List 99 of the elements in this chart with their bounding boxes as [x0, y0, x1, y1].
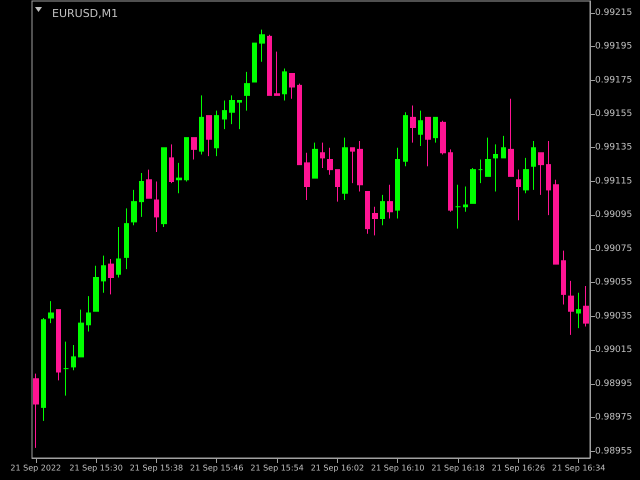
candlestick	[206, 115, 212, 157]
candlestick	[259, 29, 265, 62]
candlestick	[237, 100, 242, 130]
candlestick	[372, 206, 378, 236]
candlestick	[493, 144, 498, 192]
candlestick	[78, 309, 84, 358]
y-tick-label: 0.99075	[595, 244, 632, 254]
candlestick	[448, 148, 453, 212]
y-tick-label: 0.99035	[595, 311, 632, 322]
candlestick	[327, 147, 333, 176]
candlestick	[146, 169, 152, 199]
candlestick	[463, 186, 468, 212]
x-tick-label: 21 Sep 15:30	[69, 464, 123, 472]
candlestick	[304, 152, 310, 200]
candlestick	[124, 208, 129, 270]
candlestick	[418, 110, 423, 147]
candlestick	[93, 265, 99, 312]
x-tick-label: 21 Sep 16:26	[492, 464, 546, 472]
x-tick-label: 21 Sep 16:02	[310, 464, 364, 472]
candlestick	[568, 280, 574, 336]
candlestick	[41, 318, 46, 422]
y-tick-label: 0.99135	[595, 142, 632, 153]
x-tick-label: 21 Sep 2022	[10, 464, 62, 472]
candlestick	[169, 144, 174, 184]
candlestick	[282, 68, 287, 101]
y-tick-label: 0.99215	[595, 8, 632, 18]
y-tick-label: 0.98975	[595, 412, 632, 423]
candlestick	[478, 159, 483, 184]
y-tick-label: 0.99055	[595, 278, 632, 288]
candlestick	[222, 100, 227, 130]
candlestick	[440, 120, 446, 155]
candlestick	[410, 105, 416, 144]
x-tick-label: 21 Sep 16:18	[431, 464, 485, 472]
candlestick	[214, 110, 219, 157]
x-tick-label: 21 Sep 16:34	[552, 464, 606, 472]
candlestick	[561, 250, 566, 306]
candlestick	[470, 167, 476, 204]
candlestick	[583, 285, 589, 327]
y-tick-label: 0.99155	[595, 108, 632, 119]
candlestick	[357, 140, 363, 192]
candlestick	[229, 94, 235, 125]
candlestick	[154, 180, 159, 233]
candlestick	[101, 255, 106, 294]
candlestick	[108, 258, 114, 295]
candlestick	[320, 142, 325, 168]
candlestick	[297, 83, 302, 166]
y-tick-label: 0.99175	[595, 75, 632, 86]
candlestick	[289, 73, 295, 100]
candlestick	[553, 179, 559, 265]
y-tick-label: 0.98995	[595, 378, 632, 389]
text: EURUSD,M1	[52, 7, 118, 20]
candlestick	[523, 157, 529, 194]
candlestick	[48, 300, 54, 324]
candlestick	[576, 292, 581, 329]
candlestick	[387, 184, 393, 220]
candlestick	[199, 94, 204, 155]
x-tick-label: 21 Sep 16:10	[371, 464, 424, 472]
candlestick	[342, 137, 348, 200]
candlestick	[161, 147, 167, 228]
candlestick	[244, 71, 250, 112]
candlestick	[267, 34, 272, 96]
candlestick	[116, 226, 121, 278]
x-tick-label: 21 Sep 15:54	[250, 464, 304, 472]
candlestick	[252, 42, 257, 82]
candlestick	[191, 137, 197, 160]
candlestick	[33, 373, 39, 448]
candlestick	[538, 152, 544, 196]
candlestick	[508, 98, 514, 177]
candlestick	[350, 147, 355, 184]
candlestick	[425, 116, 431, 167]
candlestick	[380, 194, 385, 226]
y-tick-label: 0.99115	[595, 176, 632, 186]
y-tick-label: 0.98955	[595, 446, 632, 456]
candlestick	[531, 140, 536, 190]
candlestick	[485, 137, 491, 177]
candlestick	[395, 147, 400, 220]
candlestick	[56, 309, 61, 381]
candlestick	[403, 112, 408, 167]
y-tick-label: 0.99095	[595, 210, 632, 220]
candlestick	[501, 135, 506, 158]
y-tick-label: 0.99195	[595, 42, 632, 52]
x-tick-label: 21 Sep 15:46	[190, 464, 244, 472]
x-tick-label: 21 Sep 15:38	[130, 464, 184, 472]
candlestick	[546, 140, 551, 216]
candlestick	[433, 116, 438, 144]
candlestick	[131, 189, 137, 226]
candlestick	[365, 191, 370, 234]
candlestick	[516, 169, 521, 221]
candlestick	[71, 344, 76, 371]
candlestick	[184, 137, 189, 182]
candlestick	[86, 296, 91, 332]
candlestick	[176, 162, 182, 194]
candlestick	[139, 172, 144, 218]
candlestick	[312, 142, 318, 179]
candlestick	[335, 169, 340, 202]
candlestick	[455, 184, 461, 230]
y-tick-label: 0.99015	[595, 345, 632, 356]
candlestick	[63, 341, 69, 396]
candlestick	[274, 51, 280, 96]
